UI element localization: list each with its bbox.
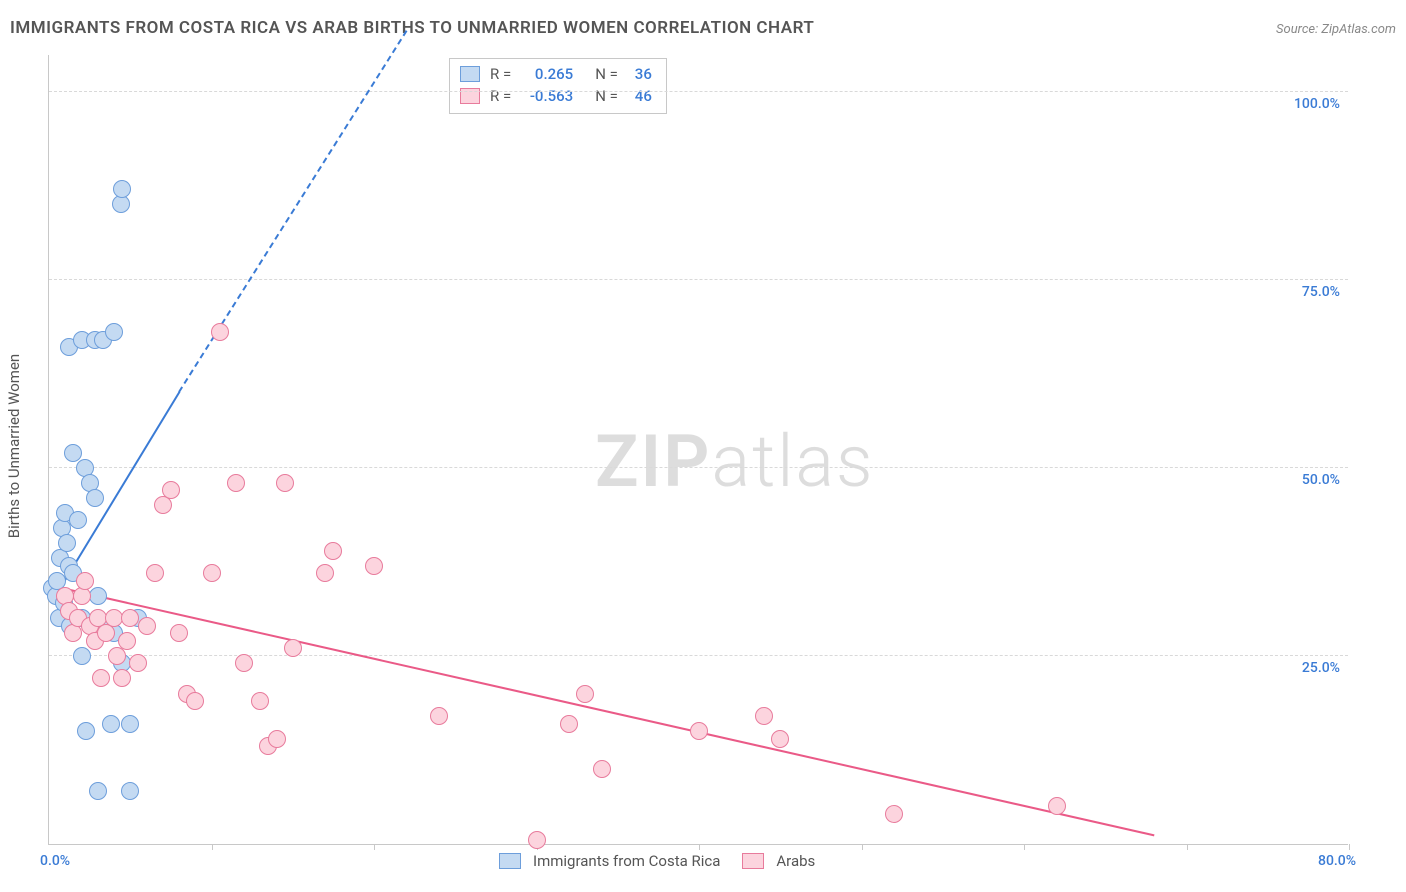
watermark: ZIPatlas — [595, 419, 875, 504]
data-point — [276, 474, 294, 492]
data-point — [102, 715, 120, 733]
data-point — [576, 685, 594, 703]
data-point — [593, 760, 611, 778]
stat-r-label: R = — [490, 85, 511, 107]
y-tick-label: 25.0% — [1302, 660, 1340, 676]
x-origin-label: 0.0% — [40, 853, 70, 869]
data-point — [118, 632, 136, 650]
stats-row: R = -0.563 N = 46 — [460, 85, 652, 107]
source-label: Source: ZipAtlas.com — [1276, 22, 1396, 37]
data-point — [755, 707, 773, 725]
data-point — [690, 722, 708, 740]
data-point — [69, 511, 87, 529]
data-point — [129, 654, 147, 672]
stat-r-value: 0.265 — [517, 63, 573, 85]
data-point — [108, 647, 126, 665]
data-point — [73, 587, 91, 605]
data-point — [211, 323, 229, 341]
data-point — [560, 715, 578, 733]
bottom-legend: Immigrants from Costa Rica Arabs — [499, 852, 815, 870]
x-tick — [374, 844, 375, 850]
data-point — [121, 715, 139, 733]
data-point — [170, 624, 188, 642]
data-point — [64, 444, 82, 462]
data-point — [528, 831, 546, 849]
data-point — [92, 669, 110, 687]
data-point — [89, 782, 107, 800]
stat-r-value: -0.563 — [517, 85, 573, 107]
data-point — [284, 639, 302, 657]
data-point — [186, 692, 204, 710]
data-point — [77, 722, 95, 740]
gridline — [49, 279, 1348, 280]
data-point — [73, 647, 91, 665]
y-tick-label: 100.0% — [1294, 96, 1340, 112]
watermark-prefix: ZIP — [595, 419, 711, 504]
data-point — [771, 730, 789, 748]
series-swatch — [742, 853, 764, 869]
data-point — [268, 730, 286, 748]
chart-title: IMMIGRANTS FROM COSTA RICA VS ARAB BIRTH… — [10, 18, 814, 38]
stats-row: R = 0.265 N = 36 — [460, 63, 652, 85]
data-point — [121, 782, 139, 800]
data-point — [251, 692, 269, 710]
gridline — [49, 91, 1348, 92]
data-point — [146, 564, 164, 582]
x-tick — [212, 844, 213, 850]
series-swatch — [460, 66, 480, 82]
stat-n-value: 36 — [624, 63, 652, 85]
data-point — [235, 654, 253, 672]
stat-n-value: 46 — [624, 85, 652, 107]
x-tick — [699, 844, 700, 850]
data-point — [105, 323, 123, 341]
stat-n-label: N = — [595, 63, 618, 85]
scatter-plot: ZIPatlas R = 0.265 N = 36 R = -0.563 N = 46… — [48, 55, 1348, 845]
data-point — [138, 617, 156, 635]
y-tick-label: 75.0% — [1302, 284, 1340, 300]
legend-item: Immigrants from Costa Rica — [499, 852, 720, 870]
watermark-suffix: atlas — [711, 419, 874, 504]
data-point — [203, 564, 221, 582]
data-point — [113, 180, 131, 198]
data-point — [430, 707, 448, 725]
data-point — [76, 572, 94, 590]
legend-label: Arabs — [776, 852, 815, 870]
x-max-label: 80.0% — [1318, 853, 1356, 869]
y-axis-label: Births to Unmarried Women — [5, 354, 23, 538]
x-tick — [862, 844, 863, 850]
data-point — [316, 564, 334, 582]
series-swatch — [499, 853, 521, 869]
data-point — [58, 534, 76, 552]
data-point — [162, 481, 180, 499]
data-point — [86, 489, 104, 507]
data-point — [227, 474, 245, 492]
stat-n-label: N = — [595, 85, 618, 107]
stats-legend-box: R = 0.265 N = 36 R = -0.563 N = 46 — [449, 58, 667, 114]
legend-item: Arabs — [742, 852, 815, 870]
y-tick-label: 50.0% — [1302, 472, 1340, 488]
data-point — [365, 557, 383, 575]
x-tick — [1187, 844, 1188, 850]
x-tick — [1024, 844, 1025, 850]
data-point — [113, 669, 131, 687]
stat-r-label: R = — [490, 63, 511, 85]
x-tick — [1349, 844, 1350, 850]
data-point — [885, 805, 903, 823]
data-point — [324, 542, 342, 560]
data-point — [1048, 797, 1066, 815]
data-point — [89, 587, 107, 605]
trend-line — [57, 586, 1154, 836]
legend-label: Immigrants from Costa Rica — [533, 852, 720, 870]
gridline — [49, 467, 1348, 468]
